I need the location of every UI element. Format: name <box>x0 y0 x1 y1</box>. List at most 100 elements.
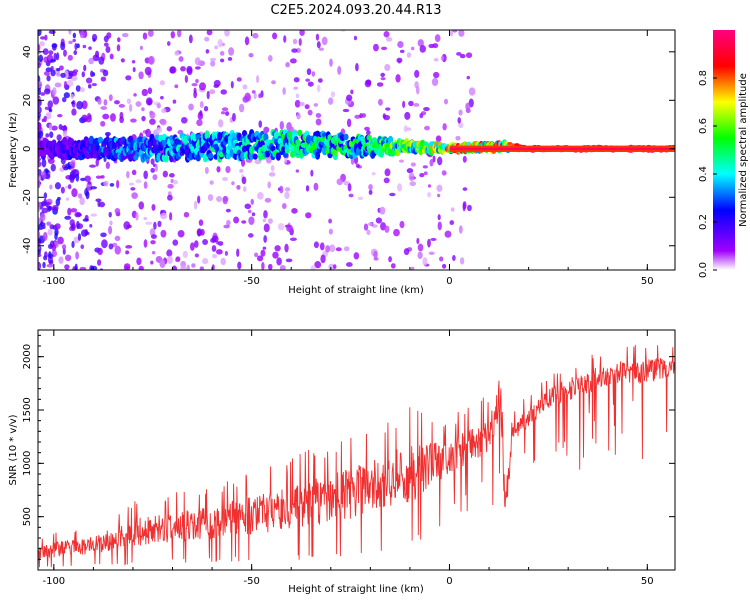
heatmap-cell <box>441 170 447 176</box>
heatmap-cell <box>38 205 41 213</box>
heatmap-cell <box>384 168 391 177</box>
heatmap-cell <box>305 185 310 192</box>
heatmap-cell <box>437 156 443 166</box>
heatmap-cell <box>62 247 66 255</box>
heatmap-cell <box>247 233 254 238</box>
heatmap-cell <box>436 193 441 198</box>
heatmap-cell <box>151 203 156 211</box>
heatmap-cell <box>346 94 353 102</box>
heatmap-cell <box>182 250 188 259</box>
y-tick-label: 1500 <box>22 397 33 422</box>
heatmap-cell <box>216 249 223 255</box>
heatmap-cell <box>279 120 284 130</box>
heatmap-cell <box>60 125 68 131</box>
heatmap-cell <box>166 249 173 257</box>
heatmap-cell <box>79 87 85 93</box>
heatmap-cell <box>138 201 145 210</box>
heatmap-cell <box>69 161 76 167</box>
heatmap-cell <box>279 185 284 194</box>
heatmap-cell <box>456 52 462 56</box>
x-tick-label: -50 <box>243 576 259 587</box>
heatmap-cell <box>428 43 435 49</box>
heatmap-cell <box>328 218 332 224</box>
heatmap-cell <box>157 220 162 228</box>
heatmap-cell <box>103 35 109 43</box>
heatmap-cell <box>81 114 88 123</box>
heatmap-cell <box>221 107 229 112</box>
heatmap-cell <box>313 241 319 249</box>
heatmap-cell <box>108 243 114 250</box>
heatmap-cell <box>54 223 61 230</box>
heatmap-cell <box>307 81 314 87</box>
heatmap-cell <box>239 168 244 173</box>
heatmap-cell <box>56 72 61 77</box>
heatmap-cell <box>419 113 424 119</box>
heatmap-cell <box>333 264 337 270</box>
heatmap-cell <box>149 118 156 125</box>
heatmap-cell <box>38 169 42 177</box>
heatmap-cell <box>102 113 110 120</box>
heatmap-cell <box>88 57 94 65</box>
heatmap-cell <box>59 65 64 71</box>
heatmap-cell <box>254 252 259 258</box>
heatmap-cell <box>180 66 186 72</box>
heatmap-cell <box>74 263 78 270</box>
heatmap-cell <box>375 217 383 224</box>
heatmap-cell <box>457 117 461 124</box>
heatmap-cell <box>61 96 67 103</box>
heatmap-cell <box>297 129 303 137</box>
heatmap-cell <box>95 50 100 58</box>
heatmap-cell <box>263 133 269 142</box>
heatmap-cell <box>196 228 203 237</box>
heatmap-cell <box>117 37 121 43</box>
heatmap-cell <box>465 52 473 59</box>
heatmap-cell <box>442 123 447 131</box>
heatmap-cell <box>138 71 144 80</box>
heatmap-cell <box>91 83 97 87</box>
heatmap-cell <box>318 47 324 51</box>
heatmap-cell <box>109 220 113 226</box>
heatmap-cell <box>216 166 221 173</box>
heatmap-cell <box>193 200 198 210</box>
heatmap-cell <box>45 133 50 138</box>
heatmap-cell <box>371 224 378 228</box>
heatmap-cell <box>256 255 264 262</box>
heatmap-cell <box>218 119 224 128</box>
heatmap-cell <box>39 213 46 222</box>
heatmap-cell <box>130 118 137 123</box>
heatmap-cell <box>62 129 68 138</box>
heatmap-cell <box>82 218 89 222</box>
heatmap-cell <box>82 44 87 49</box>
heatmap-cell <box>95 175 102 179</box>
heatmap-cell <box>79 266 87 270</box>
heatmap-cell <box>329 244 336 253</box>
heatmap-cell <box>70 224 75 230</box>
heatmap-cell <box>444 98 449 105</box>
heatmap-cell <box>293 77 300 83</box>
heatmap-cell <box>138 265 144 270</box>
heatmap-cells <box>38 30 675 270</box>
heatmap-cell <box>283 35 287 43</box>
heatmap-cell <box>76 100 84 110</box>
heatmap-cell <box>423 171 428 176</box>
heatmap-cell <box>191 263 196 268</box>
heatmap-cell <box>67 207 72 216</box>
heatmap-cell <box>147 99 152 105</box>
heatmap-cell <box>262 246 267 250</box>
heatmap-cell <box>217 38 223 48</box>
heatmap-cell <box>270 145 276 152</box>
heatmap-cell <box>47 158 55 165</box>
heatmap-cell <box>251 212 256 217</box>
x-axis: -100 -50 0 50 <box>42 30 654 287</box>
heatmap-cell <box>268 172 276 177</box>
heatmap-cell <box>100 175 105 179</box>
heatmap-cell <box>385 37 393 42</box>
heatmap-cell <box>160 229 167 238</box>
heatmap-cell <box>197 111 204 120</box>
heatmap-cell <box>40 92 46 96</box>
heatmap-cell <box>427 192 432 198</box>
heatmap-cell <box>462 155 467 163</box>
heatmap-cell <box>178 56 184 62</box>
heatmap-cell <box>75 173 80 182</box>
heatmap-cell <box>409 181 417 187</box>
